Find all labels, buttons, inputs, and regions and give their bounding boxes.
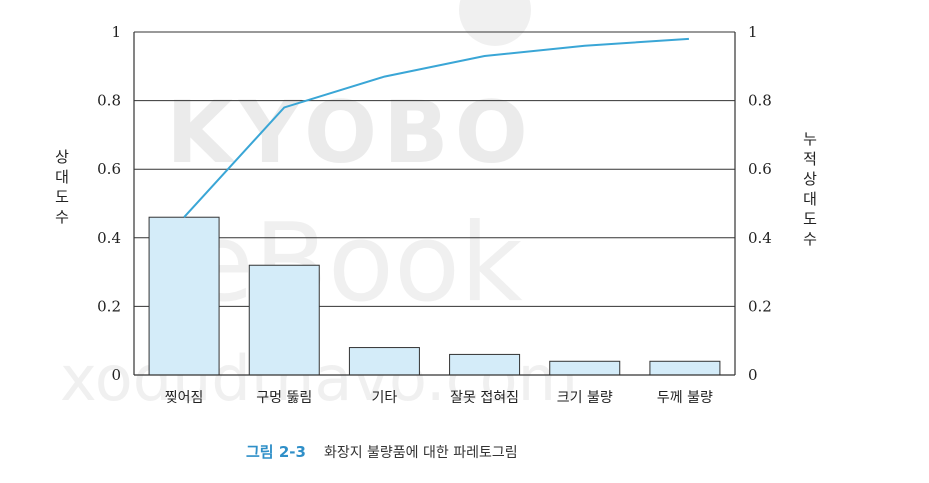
watermark-sub: eBook	[187, 201, 523, 326]
category-label: 크기 불량	[557, 390, 613, 406]
left-tick-label: 0.2	[97, 297, 121, 315]
watermark-logo-icon	[459, 0, 531, 46]
plot-area: 찢어짐 구멍 뚫림 기타 잘못 접혀짐 크기 불량 두께 불량 0 0.2 0.4 0.6 0.8 1…	[97, 23, 772, 406]
category-label: 두께 불량	[657, 390, 713, 406]
y-axis-title-char: 대	[55, 168, 69, 186]
left-tick-label: 1	[111, 23, 121, 41]
y2-axis-title-char: 대	[803, 190, 817, 208]
y2-axis-title-char: 수	[803, 230, 817, 248]
caption-text: 화장지 불량품에 대한 파레토그림	[324, 445, 518, 461]
bar	[549, 360, 621, 376]
category-label: 찢어짐	[165, 390, 204, 406]
caption-number: 그림 2-3	[246, 443, 306, 461]
bar	[649, 360, 721, 376]
cumulative-line	[183, 37, 689, 218]
right-tick-label: 0.6	[748, 160, 772, 178]
left-tick-label: 0.6	[97, 160, 121, 178]
bar	[348, 347, 420, 376]
category-label: 기타	[372, 390, 398, 406]
y-axis-title-char: 도	[55, 188, 69, 206]
category-label: 잘못 접혀짐	[450, 390, 519, 406]
bar	[148, 216, 220, 376]
right-tick-label: 1	[748, 23, 758, 41]
y-axis-title-char: 수	[55, 208, 69, 226]
bar	[248, 264, 320, 376]
figure-caption: 그림 2-3 화장지 불량품에 대한 파레토그림	[246, 443, 518, 461]
y2-axis-title-char: 적	[803, 150, 817, 168]
bar	[449, 353, 521, 376]
y-axis-title-char: 상	[55, 148, 69, 166]
y2-axis-title-char: 누	[803, 130, 817, 148]
y2-axis-title-char: 도	[803, 210, 817, 228]
right-tick-label: 0	[748, 366, 758, 384]
left-tick-label: 0.4	[97, 229, 121, 247]
right-tick-label: 0.4	[748, 229, 772, 247]
category-label: 구멍 뚫림	[256, 390, 312, 406]
left-tick-label: 0.8	[97, 92, 121, 110]
left-tick-label: 0	[111, 366, 121, 384]
watermark-brand: KYOBO	[166, 83, 534, 183]
right-tick-label: 0.2	[748, 297, 772, 315]
y2-axis-title-char: 상	[803, 170, 817, 188]
right-tick-label: 0.8	[748, 92, 772, 110]
